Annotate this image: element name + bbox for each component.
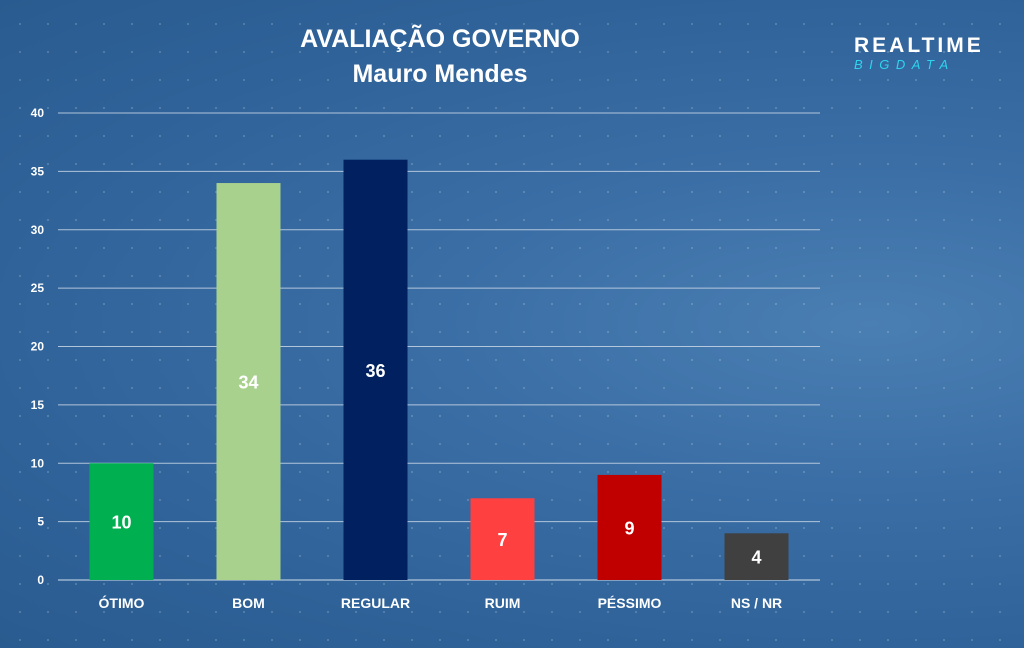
chart-subtitle: Mauro Mendes xyxy=(352,60,528,88)
bar xyxy=(470,498,535,580)
data-label: 36 xyxy=(365,361,385,381)
x-tick-label: PÉSSIMO xyxy=(598,595,662,611)
y-tick-label: 10 xyxy=(31,456,45,470)
bar xyxy=(597,474,662,580)
y-tick-label: 30 xyxy=(31,223,45,237)
x-tick-label: ÓTIMO xyxy=(99,594,145,611)
logo-line2: BIGDATA xyxy=(854,57,955,72)
y-tick-label: 40 xyxy=(31,106,45,120)
x-tick-label: NS / NR xyxy=(731,595,782,611)
x-tick-label: REGULAR xyxy=(341,595,410,611)
y-tick-label: 25 xyxy=(31,281,45,295)
y-tick-label: 0 xyxy=(37,573,44,587)
bar xyxy=(216,183,281,581)
y-tick-label: 15 xyxy=(31,398,45,412)
y-tick-label: 5 xyxy=(37,515,44,529)
bar xyxy=(343,159,408,580)
data-label: 10 xyxy=(111,513,131,533)
data-label: 4 xyxy=(751,548,761,568)
x-tick-label: RUIM xyxy=(485,595,521,611)
logo-line1: REALTIME xyxy=(854,34,984,57)
chart-title-block: AVALIAÇÃO GOVERNO Mauro Mendes xyxy=(200,22,680,92)
data-label: 34 xyxy=(238,373,258,393)
brand-logo: REALTIME BIGDATA xyxy=(854,34,984,72)
chart-title: AVALIAÇÃO GOVERNO xyxy=(300,25,580,53)
data-label: 7 xyxy=(497,530,507,550)
y-tick-label: 20 xyxy=(31,340,45,354)
bar xyxy=(724,533,789,580)
bar xyxy=(89,463,154,580)
data-label: 9 xyxy=(624,518,634,538)
y-tick-label: 35 xyxy=(31,164,45,178)
x-tick-label: BOM xyxy=(232,595,265,611)
